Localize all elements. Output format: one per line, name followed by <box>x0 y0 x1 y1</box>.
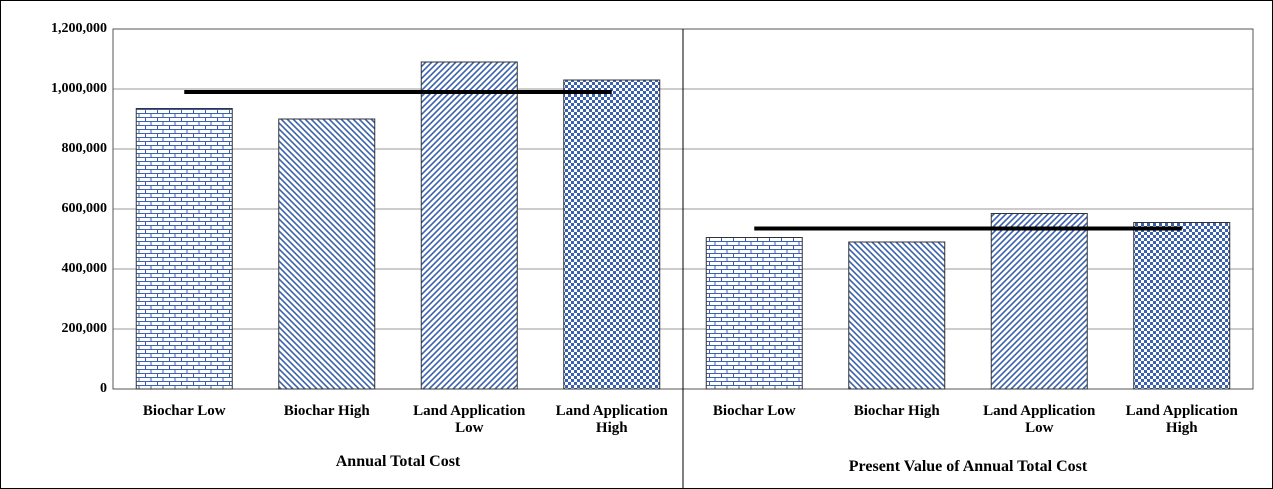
x-tick-label: Land Application High <box>1125 403 1238 436</box>
bar <box>278 118 376 390</box>
x-tick-label: Biochar High <box>283 403 370 419</box>
x-tick-label: Land Application High <box>555 403 668 436</box>
y-tick-label: 1,200,000 <box>51 21 107 36</box>
x-tick-label: Biochar High <box>853 403 940 419</box>
y-tick-label: 400,000 <box>62 261 108 276</box>
y-tick-label: 800,000 <box>62 141 108 156</box>
y-tick-label: 600,000 <box>62 201 108 216</box>
x-tick-label: Biochar Low <box>712 403 796 419</box>
group-label: Present Value of Annual Total Cost <box>848 458 1088 475</box>
bar <box>990 213 1088 390</box>
bar <box>1133 222 1231 390</box>
bar <box>705 237 803 390</box>
x-tick-label: Biochar Low <box>142 403 226 419</box>
y-tick-label: 0 <box>100 381 107 396</box>
bar <box>420 61 518 390</box>
y-tick-label: 1,000,000 <box>51 81 107 96</box>
x-tick-label: Land Application Low <box>413 403 526 436</box>
bar <box>135 108 233 390</box>
bar <box>563 79 661 390</box>
y-tick-label: 200,000 <box>62 321 108 336</box>
group-label: Annual Total Cost <box>335 453 461 470</box>
x-tick-label: Land Application Low <box>983 403 1096 436</box>
bar <box>848 241 946 390</box>
